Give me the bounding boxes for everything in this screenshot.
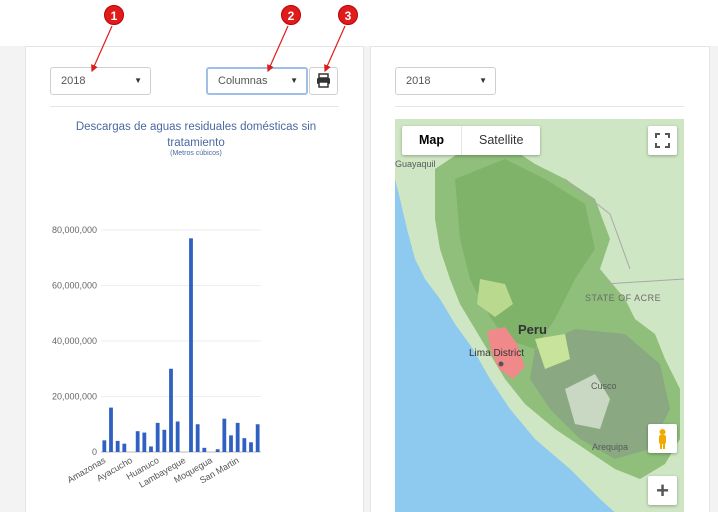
map-label-guayaquil: Guayaquil <box>395 159 436 169</box>
bar[interactable] <box>229 435 233 452</box>
map-label-state-acre: STATE OF ACRE <box>585 293 662 303</box>
bar[interactable] <box>162 429 167 452</box>
y-tick-label: 80,000,000 <box>52 225 97 235</box>
bar[interactable] <box>102 440 107 452</box>
bar[interactable] <box>235 422 240 452</box>
bar[interactable] <box>115 440 120 452</box>
bar[interactable] <box>202 447 207 452</box>
y-tick-label: 20,000,000 <box>52 392 97 402</box>
plus-icon: + <box>656 478 669 503</box>
chart-subtitle: (Metros cúbicos) <box>170 150 222 157</box>
bar[interactable] <box>122 443 127 452</box>
map[interactable]: Guayaquil Peru Lima District STATE OF AC… <box>395 119 684 512</box>
y-tick-label: 60,000,000 <box>52 281 97 291</box>
chart-type-select[interactable]: Columnas ▼ <box>206 67 308 95</box>
callout-2: 2 <box>281 5 301 25</box>
divider <box>50 106 339 107</box>
year-select-right[interactable]: 2018 ▼ <box>395 67 496 95</box>
y-tick-label: 40,000,000 <box>52 336 97 346</box>
bar[interactable] <box>222 418 227 452</box>
street-view-button[interactable] <box>648 424 677 453</box>
callout-1: 1 <box>104 5 124 25</box>
fullscreen-icon <box>655 133 670 148</box>
divider <box>395 106 684 107</box>
bar[interactable] <box>109 407 113 452</box>
chevron-down-icon: ▼ <box>290 76 298 85</box>
map-canvas <box>395 119 684 512</box>
bar[interactable] <box>195 424 200 452</box>
callout-3: 3 <box>338 5 358 25</box>
zoom-in-button[interactable]: + <box>648 476 677 505</box>
bar[interactable] <box>169 368 173 452</box>
y-tick-label: 0 <box>92 447 97 457</box>
bar[interactable] <box>249 442 253 452</box>
print-button[interactable] <box>309 67 338 95</box>
bar[interactable] <box>135 431 140 452</box>
chart-title: Descargas de aguas residuales domésticas… <box>75 121 317 149</box>
chart-type-select-value: Columnas <box>218 75 268 87</box>
bar[interactable] <box>142 432 147 452</box>
bar[interactable] <box>255 424 260 452</box>
map-label-arequipa: Arequipa <box>592 442 629 452</box>
bar[interactable] <box>215 449 220 452</box>
bar[interactable] <box>189 238 193 452</box>
pegman-icon <box>659 429 666 449</box>
year-select-left-value: 2018 <box>61 75 86 87</box>
printer-icon <box>317 73 330 88</box>
map-label-peru: Peru <box>518 322 547 337</box>
map-label-cusco: Cusco <box>591 381 617 391</box>
bar[interactable] <box>155 422 160 452</box>
fullscreen-button[interactable] <box>648 126 677 155</box>
map-panel: 2018 ▼ Guayaquil Peru Li <box>370 46 710 512</box>
chart-panel: 2018 ▼ Columnas ▼ Descargas de aguas res… <box>25 46 364 512</box>
map-label-lima: Lima District <box>469 348 525 359</box>
tab-satellite[interactable]: Satellite <box>479 133 524 147</box>
bar[interactable] <box>242 438 247 452</box>
bar[interactable] <box>175 421 180 452</box>
year-select-right-value: 2018 <box>406 75 431 87</box>
chevron-down-icon: ▼ <box>134 76 142 85</box>
bar-chart: 0 20,000,000 40,000,000 60,000,000 80,000,00… <box>52 225 261 490</box>
map-type-tabs: Map Satellite <box>402 126 541 155</box>
chevron-down-icon: ▼ <box>479 76 487 85</box>
bar[interactable] <box>149 446 153 452</box>
tab-map[interactable]: Map <box>402 126 462 155</box>
